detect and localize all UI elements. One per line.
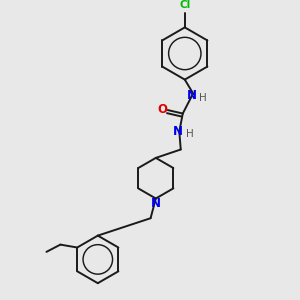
Text: Cl: Cl [179,0,190,10]
Text: N: N [173,125,183,138]
Text: H: H [186,129,193,140]
Text: H: H [199,93,207,103]
Text: O: O [158,103,167,116]
Text: N: N [151,196,161,210]
Text: N: N [187,89,197,102]
